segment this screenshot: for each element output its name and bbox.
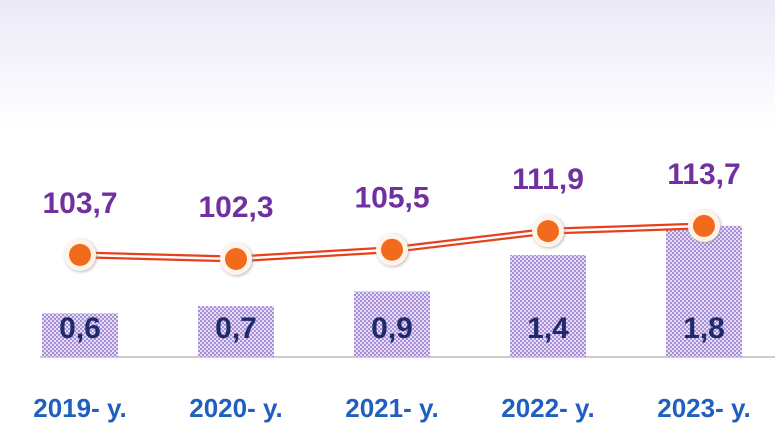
line-value-label: 103,7 bbox=[42, 187, 117, 220]
line-value-label: 105,5 bbox=[354, 182, 429, 215]
line-value-label: 113,7 bbox=[667, 158, 740, 191]
bar bbox=[42, 313, 118, 357]
line-marker bbox=[225, 247, 247, 270]
bar-value-label: 0,7 bbox=[215, 312, 257, 345]
bar-value-label: 1,8 bbox=[683, 312, 725, 345]
bar-value-label: 0,6 bbox=[59, 312, 101, 345]
line-marker bbox=[537, 220, 559, 243]
bar bbox=[198, 306, 274, 357]
bar bbox=[354, 291, 430, 357]
line-marker bbox=[693, 214, 715, 237]
x-tick-label: 2021- y. bbox=[345, 393, 438, 423]
bar bbox=[510, 255, 586, 357]
x-tick-label: 2023- y. bbox=[657, 393, 750, 423]
bar-value-label: 0,9 bbox=[371, 312, 413, 345]
line-marker bbox=[381, 238, 403, 261]
line-value-label: 111,9 bbox=[512, 163, 584, 196]
x-tick-label: 2020- y. bbox=[189, 393, 282, 423]
line-marker bbox=[69, 243, 91, 266]
x-tick-label: 2022- y. bbox=[501, 393, 594, 423]
x-tick-label: 2019- y. bbox=[33, 393, 126, 423]
bar bbox=[666, 225, 742, 357]
line-value-label: 102,3 bbox=[198, 191, 273, 224]
bar-value-label: 1,4 bbox=[527, 312, 569, 345]
